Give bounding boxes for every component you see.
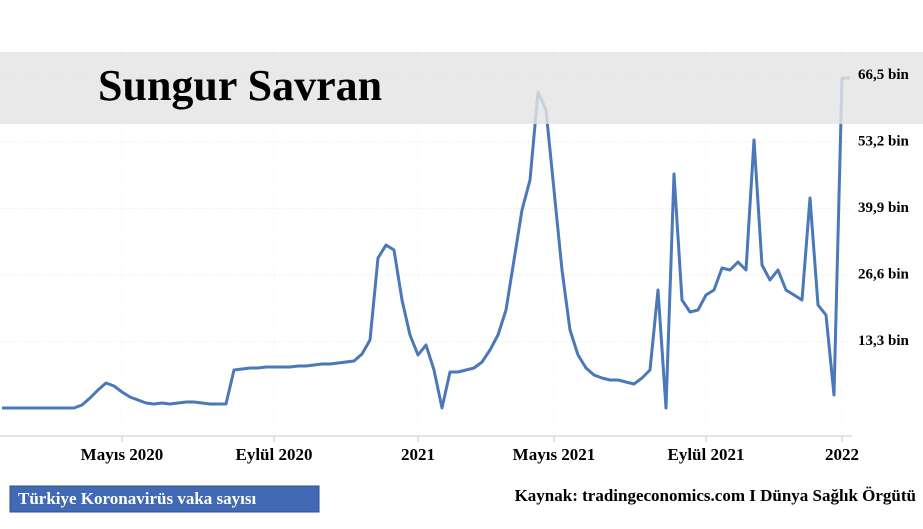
y-tick-label: 39,9 bin <box>858 200 910 216</box>
legend-label: Türkiye Koronavirüs vaka sayısı <box>18 489 256 508</box>
y-tick-label: 66,5 bin <box>858 67 910 83</box>
grid <box>0 45 852 442</box>
title-band <box>0 52 923 124</box>
x-tick-label: Mayıs 2020 <box>81 445 164 464</box>
x-tick-label: 2021 <box>401 445 435 464</box>
y-tick-label: 53,2 bin <box>858 133 910 149</box>
labels: 13,3 bin 26,6 bin 39,9 bin 53,2 bin 66,5 bin… <box>81 67 910 464</box>
y-tick-label: 13,3 bin <box>858 333 910 349</box>
y-tick-label: 26,6 bin <box>858 266 910 282</box>
x-tick-label: Eylül 2021 <box>668 445 745 464</box>
x-tick-label: Eylül 2020 <box>236 445 313 464</box>
legend-box <box>9 485 320 513</box>
x-tick-label: 2022 <box>825 445 859 464</box>
source: Kaynak: tradingeconomics.com I Dünya Sağ… <box>515 486 916 505</box>
plot <box>2 76 850 410</box>
x-tick-label: Mayıs 2021 <box>513 445 596 464</box>
overlay-title: Sungur Savran <box>98 61 382 110</box>
series-line <box>2 76 850 410</box>
